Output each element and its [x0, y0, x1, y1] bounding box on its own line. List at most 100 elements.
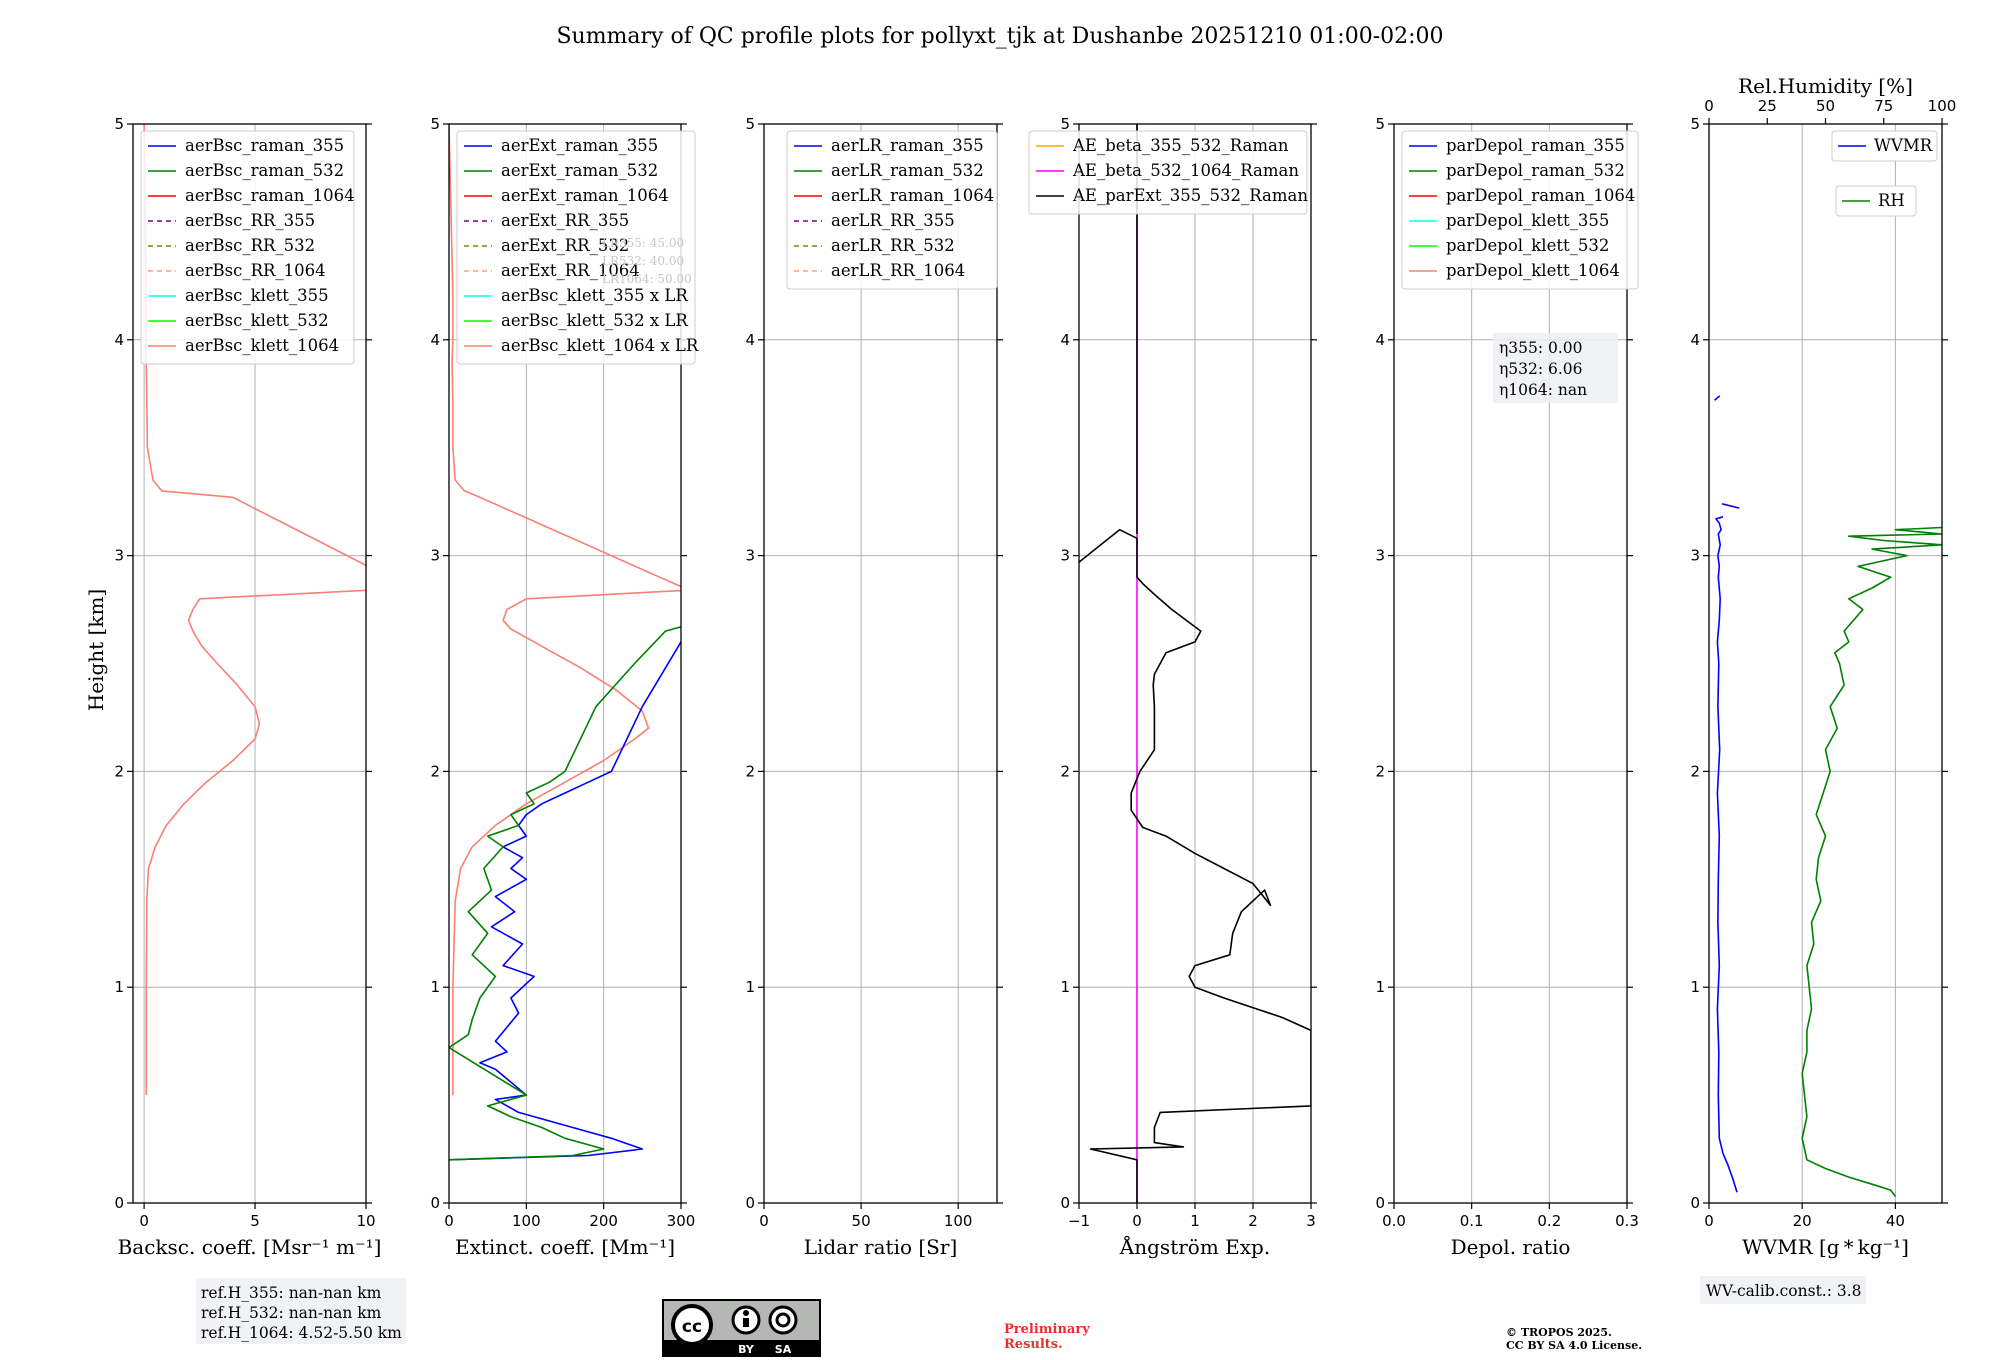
y-tick-label: 5 [1690, 115, 1700, 133]
y-tick-label: 2 [430, 762, 440, 780]
wvmr-fragment [1721, 503, 1740, 509]
ref-height-532: ref.H_532: nan-nan km [201, 1304, 382, 1322]
svg-text:cc: cc [682, 1317, 702, 1337]
top-x-tick-label: 25 [1758, 97, 1777, 115]
legend-item: parDepol_raman_1064 [1409, 186, 1635, 205]
svg-text:parDepol_raman_355: parDepol_raman_355 [1446, 136, 1625, 155]
x-tick-label: 5 [250, 1212, 260, 1230]
x-tick-label: 0 [139, 1212, 149, 1230]
y-tick-label: 3 [430, 547, 440, 565]
series-line-aerExt_raman_355 [449, 640, 681, 1161]
legend-item: aerBsc_klett_355 x LR [464, 286, 688, 305]
top-axis-label: Rel.Humidity [%] [1738, 74, 1913, 98]
legend-dep: parDepol_raman_355 parDepol_raman_532 parD… [1401, 130, 1639, 290]
legend-item: aerExt_raman_532 [464, 161, 658, 180]
legend-item: parDepol_klett_355 [1409, 211, 1609, 230]
series-line-aerBsc_klett_1064 [143, 124, 366, 1096]
eta-value: η355: 0.00 [1499, 339, 1583, 357]
legend-item: aerLR_RR_355 [794, 211, 955, 230]
svg-text:aerBsc_klett_355: aerBsc_klett_355 [185, 286, 329, 305]
panel-ext: 0 1 2 3 4 5 0 100 200 300 Extinct. coeff. [Mm⁻¹] ae… [430, 115, 699, 1259]
legend-ext: aerExt_raman_355 aerExt_raman_532 aerExt_r… [456, 130, 699, 365]
series-group-ext [449, 124, 681, 1161]
y-tick-label: 2 [114, 762, 124, 780]
legend-item: AE_beta_355_532_Raman [1036, 136, 1289, 155]
x-tick-label: −1 [1068, 1212, 1090, 1230]
series-group-wv [1714, 395, 1942, 1197]
lr-note: LR355: 45.00 [602, 236, 684, 250]
x-tick-label: 50 [852, 1212, 871, 1230]
wv-calib-box: WV-calib.const.: 3.8 [1700, 1276, 1866, 1304]
svg-text:aerBsc_klett_532 x LR: aerBsc_klett_532 x LR [501, 311, 688, 330]
x-tick-label: 300 [667, 1212, 696, 1230]
x-tick-label: 0.2 [1537, 1212, 1561, 1230]
y-tick-label: 3 [1690, 547, 1700, 565]
cc-icon [671, 1304, 713, 1346]
y-tick-label: 2 [1375, 762, 1385, 780]
legend-item: aerLR_raman_355 [794, 136, 984, 155]
svg-text:aerExt_RR_532: aerExt_RR_532 [501, 236, 629, 255]
legend-item: aerBsc_RR_1064 [148, 261, 326, 280]
plot-frame-bsc [132, 123, 367, 1204]
y-tick-label: 2 [1690, 762, 1700, 780]
svg-text:WVMR: WVMR [1874, 136, 1933, 155]
x-tick-label: 0 [1704, 1212, 1714, 1230]
x-tick-label: 0 [759, 1212, 769, 1230]
legend-wvmr: WVMR [1831, 130, 1938, 162]
wv-calib-text: WV-calib.const.: 3.8 [1706, 1282, 1862, 1300]
y-tick-label: 1 [114, 978, 124, 996]
svg-text:parDepol_raman_532: parDepol_raman_532 [1446, 161, 1625, 180]
svg-text:aerExt_RR_355: aerExt_RR_355 [501, 211, 629, 230]
series-line-aerBsc_klett_1064 x LR [449, 124, 681, 1096]
series-line-WVMR [1715, 516, 1738, 1193]
y-tick-label: 1 [1690, 978, 1700, 996]
y-tick-label: 5 [1375, 115, 1385, 133]
svg-text:aerBsc_klett_355 x LR: aerBsc_klett_355 x LR [501, 286, 688, 305]
y-tick-label: 1 [745, 978, 755, 996]
svg-text:aerLR_RR_532: aerLR_RR_532 [831, 236, 955, 255]
top-x-tick-label: 100 [1928, 97, 1957, 115]
legend-item: aerBsc_raman_532 [148, 161, 344, 180]
y-tick-label: 5 [1060, 115, 1070, 133]
svg-text:aerBsc_raman_355: aerBsc_raman_355 [185, 136, 344, 155]
y-tick-label: 1 [1375, 978, 1385, 996]
x-tick-label: 20 [1793, 1212, 1812, 1230]
lr-note: LR1064: 50.00 [602, 272, 692, 286]
legend-item: aerLR_RR_532 [794, 236, 955, 255]
legend-item: aerExt_RR_355 [464, 211, 629, 230]
x-tick-label: 0.1 [1460, 1212, 1484, 1230]
y-tick-label: 0 [1690, 1194, 1700, 1212]
cc-license-badge: cc BY SA [662, 1299, 821, 1357]
legend-item: AE_parExt_355_532_Raman [1036, 186, 1308, 205]
x-tick-label: 2 [1248, 1212, 1258, 1230]
legend-item: parDepol_klett_532 [1409, 236, 1609, 255]
y-tick-label: 3 [1060, 547, 1070, 565]
legend-item: aerBsc_klett_1064 x LR [464, 336, 699, 355]
series-group-bsc [143, 124, 366, 1096]
y-tick-label: 0 [1375, 1194, 1385, 1212]
x-axis-label: Ångström Exp. [1119, 1234, 1270, 1259]
legend-item: aerBsc_RR_355 [148, 211, 315, 230]
svg-text:parDepol_klett_532: parDepol_klett_532 [1446, 236, 1609, 255]
svg-text:aerBsc_raman_1064: aerBsc_raman_1064 [185, 186, 355, 205]
svg-text:aerBsc_klett_532: aerBsc_klett_532 [185, 311, 329, 330]
y-tick-label: 1 [430, 978, 440, 996]
legend-item: aerBsc_raman_355 [148, 136, 344, 155]
eta-box: η355: 0.00 η532: 6.06 η1064: nan [1493, 333, 1618, 403]
svg-text:AE_parExt_355_532_Raman: AE_parExt_355_532_Raman [1072, 186, 1308, 205]
legend-item: aerLR_RR_1064 [794, 261, 965, 280]
y-tick-label: 3 [745, 547, 755, 565]
svg-text:AE_beta_532_1064_Raman: AE_beta_532_1064_Raman [1072, 161, 1299, 180]
svg-text:aerExt_raman_1064: aerExt_raman_1064 [501, 186, 669, 205]
sa-label: SA [775, 1343, 792, 1356]
lr-note: LR532: 40.00 [602, 254, 684, 268]
legend-item: aerBsc_RR_532 [148, 236, 315, 255]
y-tick-label: 4 [430, 331, 440, 349]
svg-text:parDepol_klett_355: parDepol_klett_355 [1446, 211, 1609, 230]
top-x-tick-label: 75 [1874, 97, 1893, 115]
x-tick-label: 0 [1132, 1212, 1142, 1230]
by-label: BY [738, 1343, 755, 1356]
y-tick-label: 5 [745, 115, 755, 133]
